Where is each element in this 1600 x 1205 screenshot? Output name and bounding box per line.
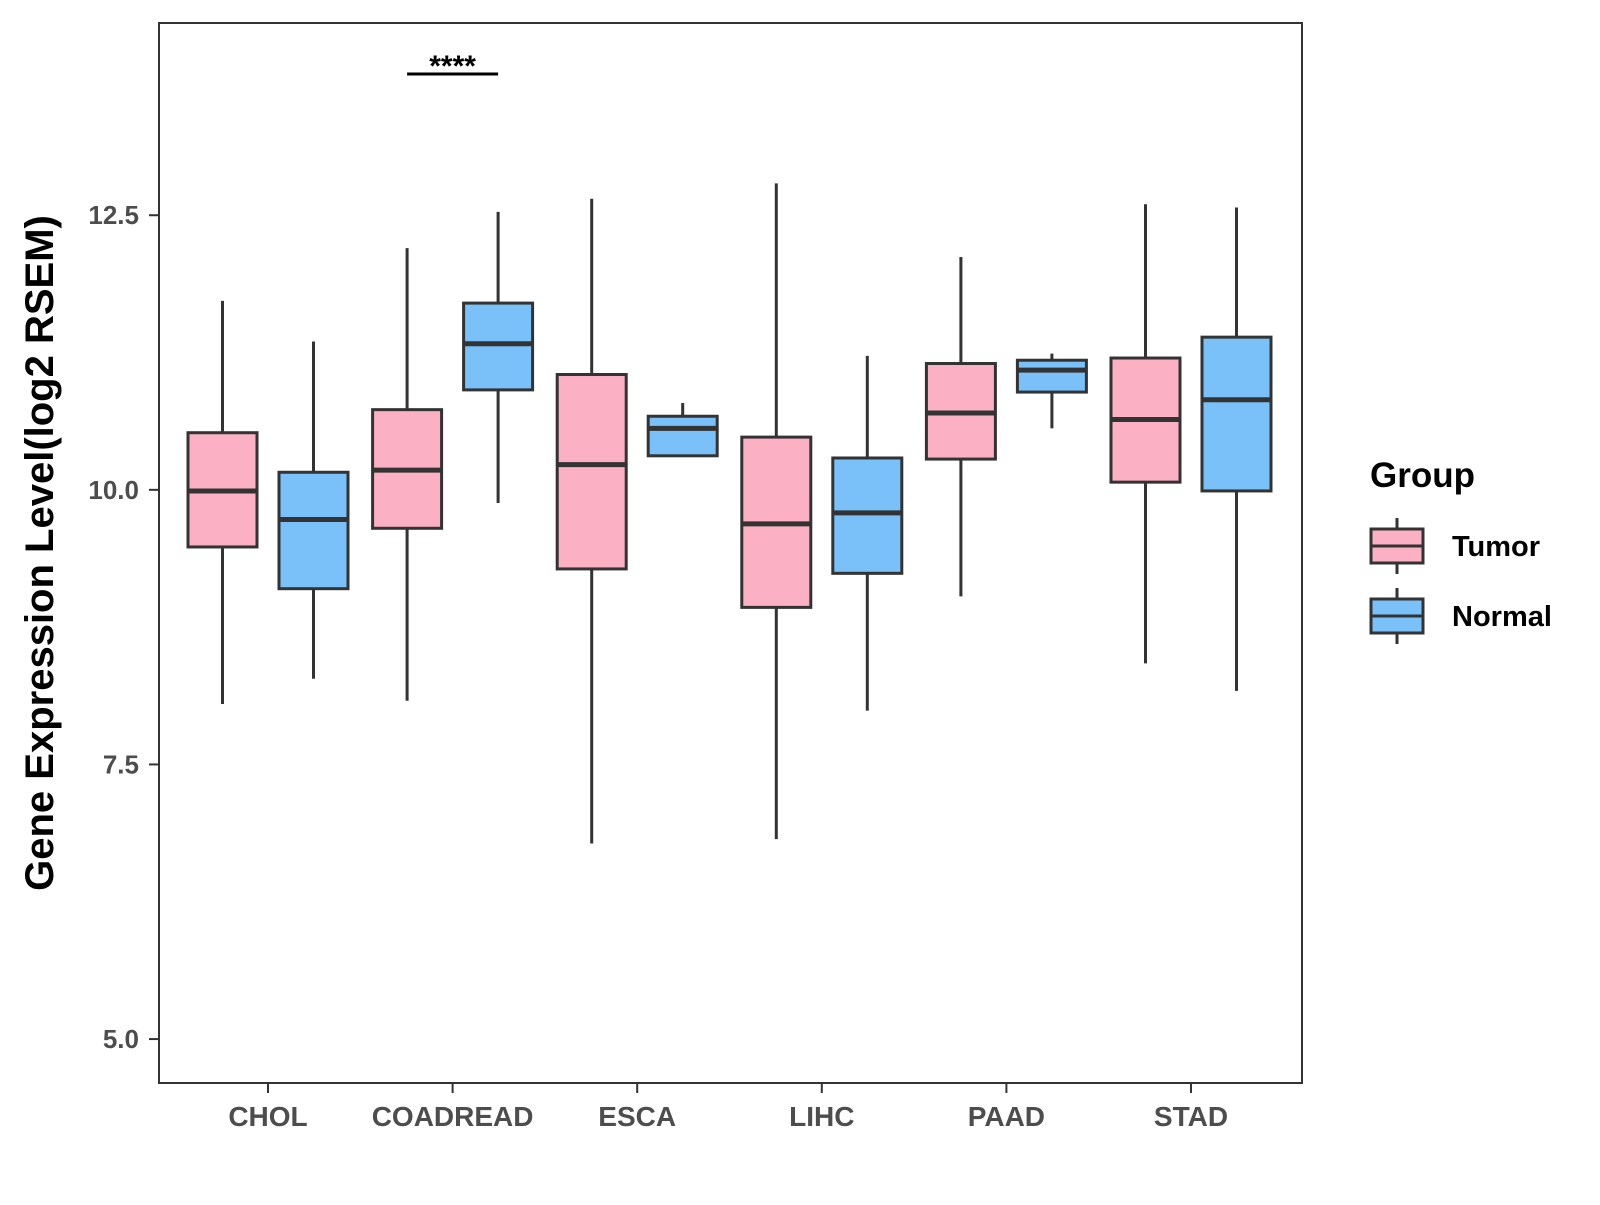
box-iqr	[1200, 335, 1273, 493]
box-tumor-chol	[186, 300, 259, 705]
significance-annotations: ****	[407, 50, 499, 83]
box-normal-chol	[277, 341, 350, 679]
legend-title: Group	[1370, 456, 1475, 495]
box-normal-lihc	[831, 355, 904, 711]
legend-label-normal: Normal	[1452, 601, 1552, 633]
box-tumor-esca	[555, 198, 628, 844]
x-tick-label-chol: CHOL	[228, 1101, 307, 1132]
legend-item-normal: Normal	[1369, 588, 1552, 644]
box-normal-stad	[1200, 207, 1273, 691]
box-series	[186, 183, 1273, 844]
box-normal-coadread	[462, 211, 535, 504]
box-iqr	[831, 456, 904, 575]
y-tick-label: 7.5	[103, 749, 139, 779]
box-iqr	[277, 470, 350, 591]
box-tumor-lihc	[740, 183, 813, 840]
significance-stars: ****	[429, 50, 476, 83]
box-iqr	[1015, 358, 1088, 394]
box-iqr	[462, 301, 535, 392]
box-tumor-coadread	[371, 248, 444, 701]
box-tumor-stad	[1109, 204, 1182, 664]
legend-label-tumor: Tumor	[1452, 531, 1540, 563]
plot-panel-border	[158, 22, 1303, 1084]
y-tick-label: 10.0	[88, 475, 139, 505]
x-tick-label-stad: STAD	[1154, 1101, 1228, 1132]
y-tick-label: 12.5	[88, 200, 139, 230]
box-normal-esca	[646, 403, 719, 458]
legend: Group Tumor Normal	[1369, 456, 1552, 644]
y-axis: 5.0 7.5 10.0 12.5	[88, 200, 159, 1054]
y-tick-label: 5.0	[103, 1024, 139, 1054]
x-tick-label-esca: ESCA	[598, 1101, 676, 1132]
x-tick-label-paad: PAAD	[968, 1101, 1045, 1132]
x-axis: CHOL COADREAD ESCA LIHC PAAD STAD	[228, 1083, 1228, 1132]
legend-item-tumor: Tumor	[1369, 518, 1540, 574]
box-normal-paad	[1015, 353, 1088, 429]
x-tick-label-lihc: LIHC	[789, 1101, 854, 1132]
box-tumor-paad	[924, 256, 997, 597]
box-iqr	[555, 373, 628, 571]
y-axis-title: Gene Expression Level(log2 RSEM)	[18, 215, 62, 891]
x-tick-label-coadread: COADREAD	[372, 1101, 534, 1132]
box-iqr	[646, 414, 719, 458]
